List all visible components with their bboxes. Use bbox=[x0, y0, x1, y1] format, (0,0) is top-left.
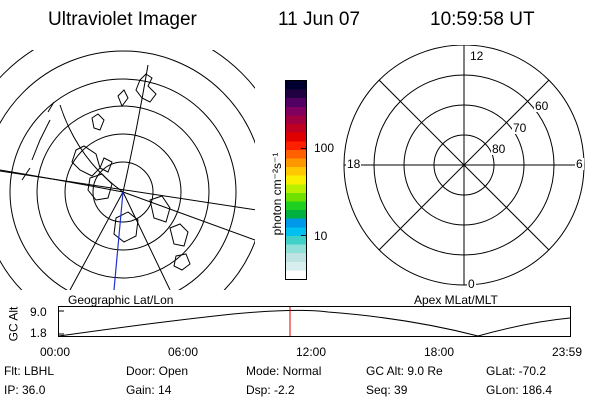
mlat-label-70: 70 bbox=[512, 121, 528, 135]
glat-readout: GLat: -70.2 bbox=[486, 364, 547, 378]
mlat-label-80: 80 bbox=[491, 142, 507, 156]
gain-readout: Gain: 14 bbox=[126, 383, 172, 397]
door-readout: Door: Open bbox=[126, 364, 189, 378]
mode-readout: Mode: Normal bbox=[246, 364, 322, 378]
altitude-plot bbox=[58, 306, 571, 337]
magnetic-polar-plot bbox=[343, 45, 585, 286]
time-tick-0600: 06:00 bbox=[168, 345, 199, 359]
mlt-label-6: 6 bbox=[575, 157, 584, 171]
gc-alt-readout: GC Alt: 9.0 Re bbox=[366, 364, 443, 378]
seq-readout: Seq: 39 bbox=[366, 383, 408, 397]
instrument-title: Ultraviolet Imager bbox=[48, 9, 197, 30]
mlt-label-0: 0 bbox=[467, 277, 476, 291]
dsp-readout: Dsp: -2.2 bbox=[246, 383, 295, 397]
ip-readout: IP: 36.0 bbox=[4, 383, 46, 397]
observation-time: 10:59:58 UT bbox=[430, 9, 535, 30]
mlt-label-18: 18 bbox=[346, 157, 362, 171]
colorbar-tick-mark bbox=[301, 235, 306, 237]
time-tick-1200: 12:00 bbox=[296, 345, 327, 359]
observation-date: 11 Jun 07 bbox=[278, 9, 361, 30]
altitude-tick-1-8: 1.8 bbox=[30, 326, 47, 340]
filter-readout: Flt: LBHL bbox=[4, 364, 55, 378]
geographic-map bbox=[0, 50, 255, 290]
colorbar-tick-mark bbox=[301, 148, 306, 150]
glon-readout: GLon: 186.4 bbox=[486, 383, 553, 397]
mlat-label-60: 60 bbox=[534, 99, 550, 113]
colorbar-tick-100: 100 bbox=[314, 141, 335, 155]
mlt-label-12: 12 bbox=[469, 49, 485, 63]
altitude-ylabel: GC Alt bbox=[6, 306, 21, 342]
colorbar-unit-label: photon cm⁻²s⁻¹ bbox=[270, 152, 284, 236]
colorbar-tick-10: 10 bbox=[314, 229, 328, 243]
time-tick-2359: 23:59 bbox=[552, 345, 583, 359]
geographic-map-label: Geographic Lat/Lon bbox=[68, 293, 174, 307]
altitude-tick-9: 9.0 bbox=[30, 305, 47, 319]
time-tick-1800: 18:00 bbox=[424, 345, 455, 359]
magnetic-map-label: Apex MLat/MLT bbox=[414, 293, 498, 307]
time-tick-0000: 00:00 bbox=[40, 345, 71, 359]
color-scale-bar bbox=[285, 80, 307, 280]
